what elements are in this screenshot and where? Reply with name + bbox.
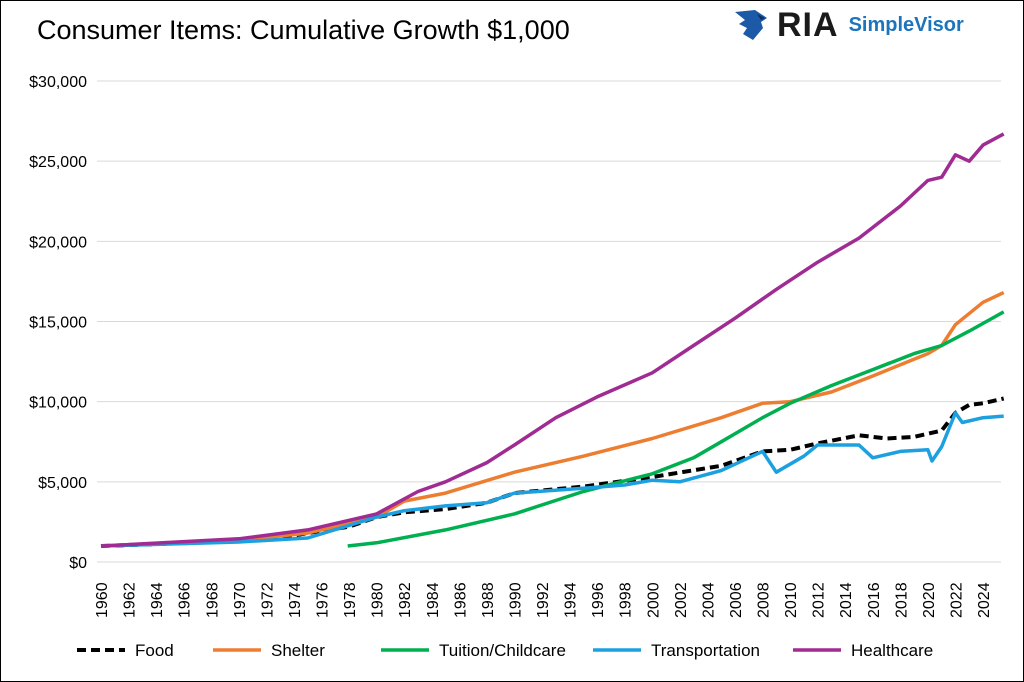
series-line-healthcare [100,132,1005,548]
x-tick-label: 2004 [700,582,717,618]
x-tick-label: 2012 [811,582,828,618]
x-tick-label: 2006 [728,582,745,618]
x-tick-label: 2000 [645,582,662,618]
x-tick-label: 1984 [425,582,442,618]
legend-label: Transportation [651,641,760,660]
x-tick-label: 2018 [893,582,910,618]
x-tick-label: 1988 [480,582,497,618]
x-tick-label: 2020 [921,582,938,618]
x-tick-label: 1990 [507,582,524,618]
x-tick-label: 2024 [976,582,993,618]
logo: RIA SimpleVisor [733,5,964,44]
x-tick-label: 1960 [94,582,111,618]
y-tick-label: $20,000 [29,234,87,251]
legend-label: Tuition/Childcare [439,641,566,660]
legend-label: Food [135,641,174,660]
x-tick-label: 1986 [452,582,469,618]
logo-product: SimpleVisor [848,13,964,36]
x-tick-label: 2002 [673,582,690,618]
x-tick-label: 2014 [838,582,855,618]
y-tick-label: $10,000 [29,395,87,412]
x-tick-label: 1962 [122,582,139,618]
y-tick-label: $15,000 [29,315,87,332]
series-line-tuition-childcare [347,310,1005,548]
y-tick-label: $25,000 [29,154,87,171]
x-tick-label: 1998 [618,582,635,618]
x-tick-label: 1992 [535,582,552,618]
eagle-logo-icon [735,10,767,40]
x-tick-label: 1970 [232,582,249,618]
x-tick-label: 2008 [756,582,773,618]
x-tick-label: 2016 [866,582,883,618]
x-tick-label: 1974 [287,582,304,618]
x-tick-label: 2010 [783,582,800,618]
x-tick-label: 1966 [177,582,194,618]
legend-label: Healthcare [851,641,933,660]
x-tick-label: 1996 [590,582,607,618]
chart-title: Consumer Items: Cumulative Growth $1,000 [37,15,570,45]
x-tick-label: 1976 [315,582,332,618]
logo-brand: RIA [777,5,839,44]
x-tick-label: 1978 [342,582,359,618]
x-tick-label: 1980 [370,582,387,618]
x-tick-label: 1982 [397,582,414,618]
series-line-transportation [100,411,1004,548]
x-tick-label: 2022 [948,582,965,618]
x-tick-label: 1994 [563,582,580,618]
y-tick-label: $0 [69,555,87,572]
legend-label: Shelter [271,641,325,660]
y-tick-label: $30,000 [29,74,87,91]
x-tick-label: 1968 [204,582,221,618]
y-tick-label: $5,000 [38,475,87,492]
x-tick-label: 1972 [259,582,276,618]
x-tick-label: 1964 [149,582,166,618]
